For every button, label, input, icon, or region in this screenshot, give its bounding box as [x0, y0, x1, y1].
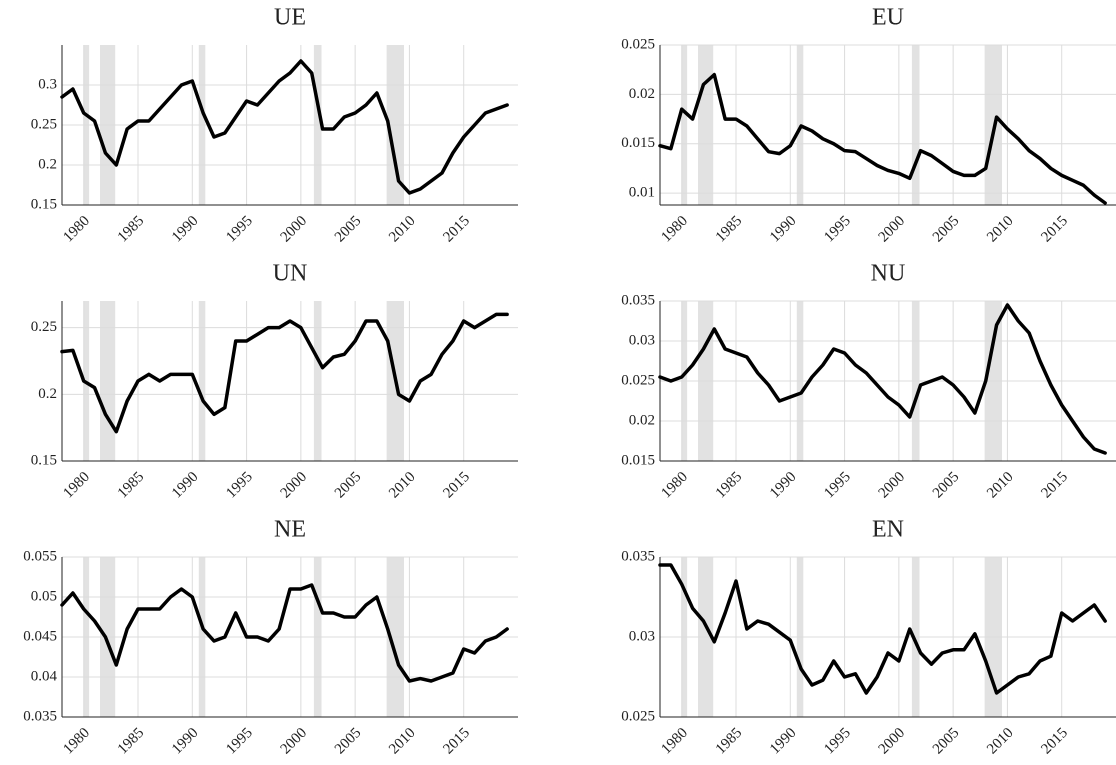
- x-tick-label: 1980: [60, 469, 93, 502]
- recession-band: [198, 301, 206, 461]
- chart-title: NE: [274, 517, 306, 543]
- x-tick-label: 2010: [386, 469, 419, 502]
- y-tick-label: 0.035: [621, 548, 655, 564]
- x-tick-label: 2005: [332, 469, 365, 502]
- x-tick-label: 2000: [876, 725, 909, 758]
- x-tick-label: 2015: [440, 469, 473, 502]
- panel: 1980 1985 1990 1995 2000 2005 2010 2015 0.15 0.2 0…: [31, 261, 518, 502]
- x-tick-label: 2010: [984, 469, 1017, 502]
- x-tick-label: 1985: [713, 469, 746, 502]
- y-tick-label: 0.015: [621, 452, 655, 468]
- panel: 1980 1985 1990 1995 2000 2005 2010 2015 0.01 0.01…: [621, 5, 1116, 246]
- y-tick-label: 0.01: [629, 185, 655, 201]
- y-tick-label: 0.3: [38, 76, 57, 92]
- chart-title: EN: [872, 517, 904, 543]
- x-tick-label: 2000: [278, 469, 311, 502]
- chart-title: NU: [871, 261, 906, 287]
- y-tick-label: 0.15: [31, 452, 57, 468]
- y-tick-label: 0.035: [23, 708, 57, 724]
- y-tick-label: 0.045: [23, 628, 57, 644]
- x-tick-label: 1985: [115, 725, 148, 758]
- x-tick-label: 1990: [767, 725, 800, 758]
- data-line: [60, 59, 509, 195]
- y-tick-label: 0.03: [629, 332, 655, 348]
- y-tick-label: 0.035: [621, 292, 655, 308]
- x-tick-label: 1995: [821, 469, 854, 502]
- recession-band: [100, 301, 116, 461]
- y-tick-label: 0.025: [621, 36, 655, 52]
- data-line: [658, 303, 1107, 455]
- y-tick-label: 0.025: [621, 372, 655, 388]
- x-tick-label: 1990: [169, 469, 202, 502]
- x-tick-label: 1995: [821, 725, 854, 758]
- x-tick-label: 1980: [658, 213, 691, 246]
- x-tick-label: 2015: [440, 725, 473, 758]
- x-tick-label: 2005: [930, 725, 963, 758]
- data-line: [60, 583, 509, 683]
- panel: 1980 1985 1990 1995 2000 2005 2010 2015 0.035 0.0…: [23, 517, 518, 758]
- x-tick-label: 2000: [876, 213, 909, 246]
- panel: 1980 1985 1990 1995 2000 2005 2010 2015 0.15 0.2 0…: [31, 5, 518, 246]
- y-tick-label: 0.15: [31, 196, 57, 212]
- x-tick-label: 2000: [278, 213, 311, 246]
- x-tick-label: 1990: [767, 213, 800, 246]
- x-tick-label: 1995: [223, 469, 256, 502]
- x-tick-label: 1990: [169, 213, 202, 246]
- x-tick-label: 2000: [278, 725, 311, 758]
- recession-band: [911, 45, 920, 205]
- x-tick-label: 1985: [115, 213, 148, 246]
- x-tick-label: 2010: [386, 725, 419, 758]
- recession-band: [681, 45, 688, 205]
- x-tick-label: 1980: [658, 725, 691, 758]
- data-line: [60, 312, 509, 434]
- x-tick-label: 2015: [440, 213, 473, 246]
- y-tick-label: 0.02: [629, 412, 655, 428]
- y-tick-label: 0.04: [31, 668, 58, 684]
- x-tick-label: 2015: [1038, 469, 1071, 502]
- y-tick-label: 0.02: [629, 86, 655, 102]
- x-tick-label: 1985: [713, 725, 746, 758]
- chart-title: UE: [274, 5, 306, 31]
- x-tick-label: 2000: [876, 469, 909, 502]
- recession-band: [313, 301, 322, 461]
- x-tick-label: 1980: [60, 725, 93, 758]
- chart-title: EU: [872, 5, 904, 31]
- data-line: [658, 563, 1107, 695]
- x-tick-label: 2005: [930, 469, 963, 502]
- x-tick-label: 2005: [332, 213, 365, 246]
- x-tick-label: 2015: [1038, 725, 1071, 758]
- y-tick-label: 0.055: [23, 548, 57, 564]
- x-tick-label: 2005: [930, 213, 963, 246]
- x-tick-label: 2015: [1038, 213, 1071, 246]
- y-tick-label: 0.25: [31, 116, 57, 132]
- y-tick-label: 0.05: [31, 588, 57, 604]
- x-tick-label: 2010: [984, 725, 1017, 758]
- x-tick-label: 1995: [223, 213, 256, 246]
- y-tick-label: 0.03: [629, 628, 655, 644]
- y-tick-label: 0.2: [38, 386, 57, 402]
- x-tick-label: 1990: [767, 469, 800, 502]
- recession-band: [698, 45, 714, 205]
- y-tick-label: 0.25: [31, 319, 57, 335]
- x-tick-label: 1990: [169, 725, 202, 758]
- panel: 1980 1985 1990 1995 2000 2005 2010 2015 0.025 0.0…: [621, 517, 1116, 758]
- x-tick-label: 2010: [984, 213, 1017, 246]
- x-tick-label: 1995: [223, 725, 256, 758]
- x-tick-label: 1980: [658, 469, 691, 502]
- x-tick-label: 1985: [713, 213, 746, 246]
- y-tick-label: 0.015: [621, 135, 655, 151]
- x-tick-label: 1985: [115, 469, 148, 502]
- panel: 1980 1985 1990 1995 2000 2005 2010 2015 0.015 0.0…: [621, 261, 1116, 502]
- data-line: [658, 72, 1107, 205]
- x-tick-label: 2010: [386, 213, 419, 246]
- y-tick-label: 0.025: [621, 708, 655, 724]
- y-tick-label: 0.2: [38, 156, 57, 172]
- x-tick-label: 1980: [60, 213, 93, 246]
- chart-title: UN: [273, 261, 308, 287]
- x-tick-label: 2005: [332, 725, 365, 758]
- x-tick-label: 1995: [821, 213, 854, 246]
